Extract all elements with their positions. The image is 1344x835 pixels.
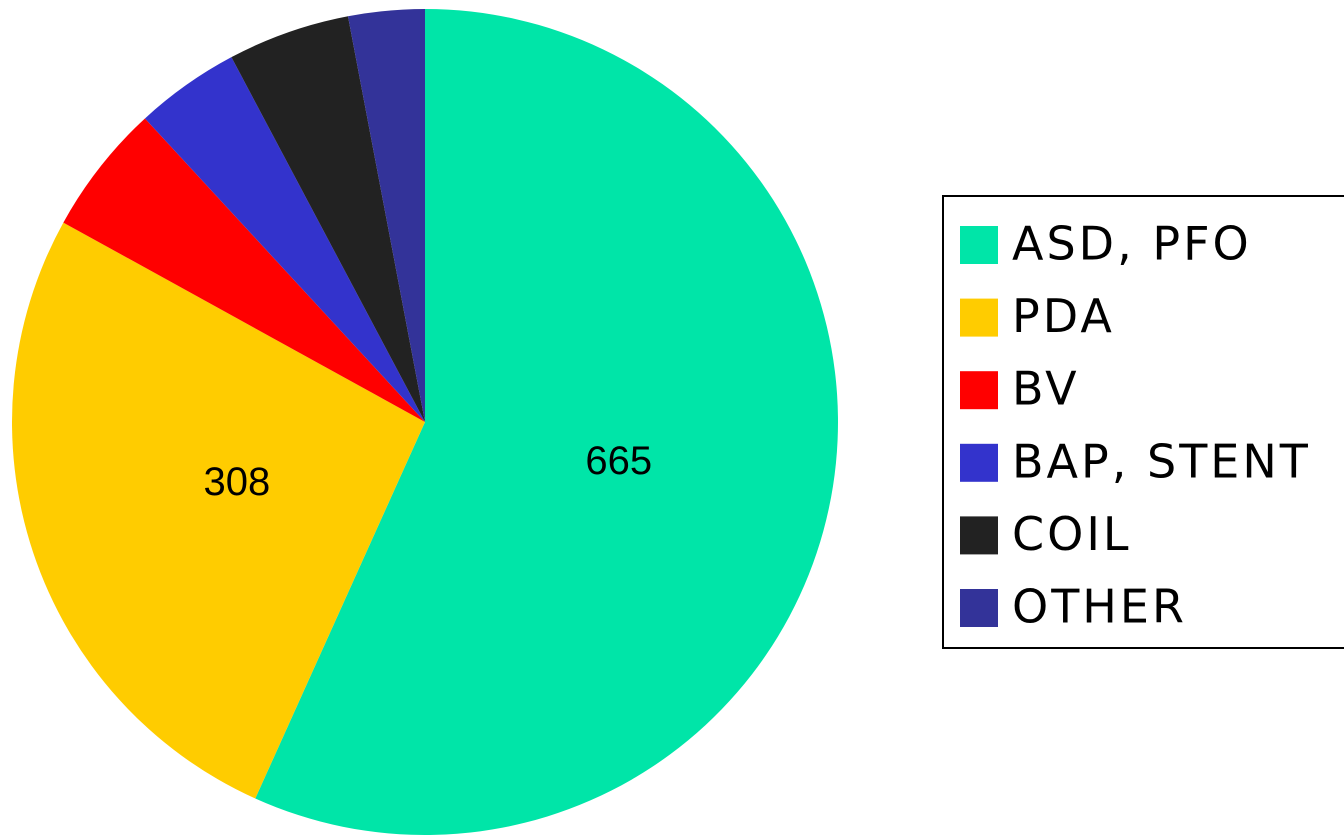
legend-swatch [960,298,998,337]
data-label: 308 [204,460,271,504]
legend-label: PDA [1012,289,1115,343]
legend-label: BAP, STENT [1012,434,1311,488]
pie-slice [11,222,425,799]
legend-swatch [960,371,998,410]
legend-swatch [960,226,998,264]
legend-label: OTHER [1012,580,1187,634]
legend-label: BV [1012,362,1080,416]
data-label: 665 [585,439,652,483]
legend-label: ASD, PFO [1012,217,1252,271]
pie-slice [63,118,425,423]
pie-slice [255,9,839,835]
pie-slice [231,16,425,422]
legend-label: COIL [1012,507,1132,561]
pie-slice [347,9,425,422]
legend-swatch [960,443,998,482]
legend-box [942,195,1344,649]
pie-slice [144,57,425,422]
legend-swatch [960,589,998,627]
legend-swatch [960,516,998,555]
